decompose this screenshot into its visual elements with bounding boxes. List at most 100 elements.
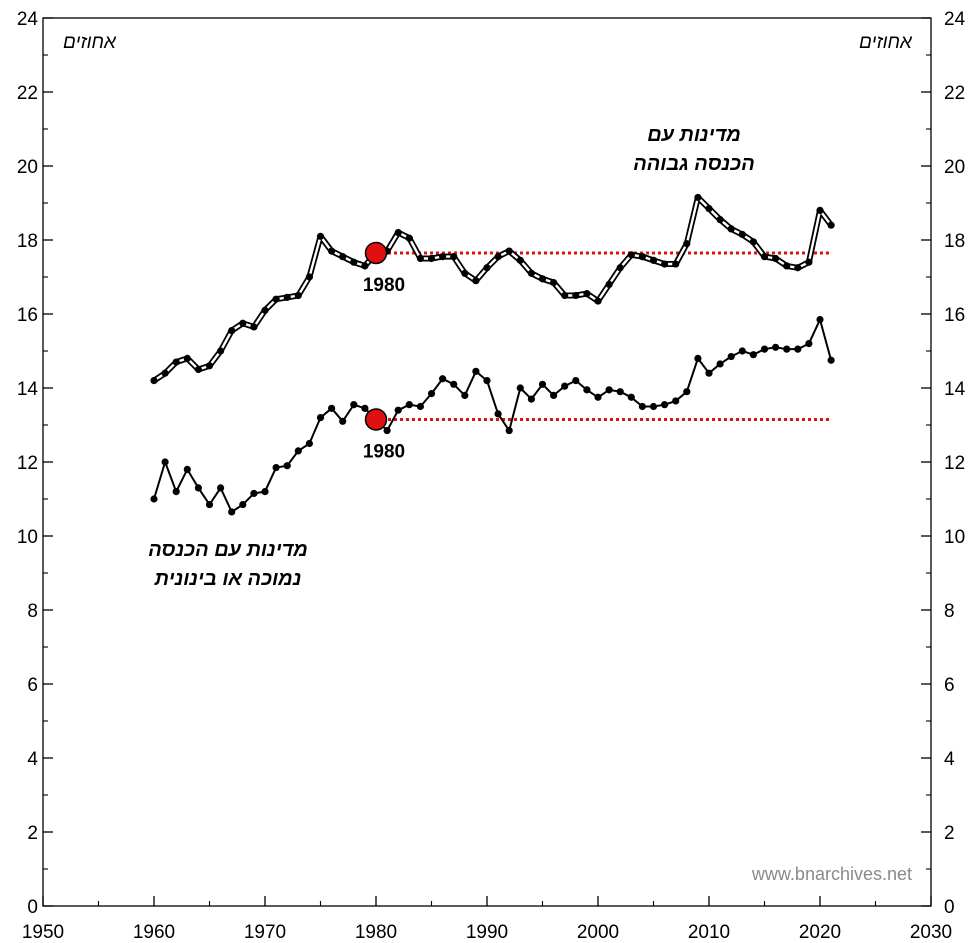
data-point [283, 462, 291, 470]
data-point [483, 264, 491, 272]
data-point [672, 397, 680, 405]
data-point [527, 395, 536, 403]
data-point [361, 262, 369, 270]
data-point [616, 264, 624, 272]
data-point [550, 391, 558, 399]
plot-frame [42, 17, 932, 907]
data-point [494, 253, 502, 261]
data-point [505, 426, 513, 435]
data-point [816, 315, 824, 324]
data-point [383, 426, 391, 435]
series-layer [150, 193, 835, 516]
data-point [150, 377, 158, 385]
data-point [416, 254, 424, 263]
data-point [350, 258, 358, 266]
series-label-high-income-line-2: הכנסה גבוהה [633, 153, 755, 175]
data-point [328, 404, 336, 412]
data-point [772, 343, 780, 351]
data-point [649, 402, 658, 411]
x-tick-label: 2030 [910, 922, 952, 943]
y-tick-label-left: 8 [27, 601, 38, 622]
x-tick-label: 1970 [244, 922, 286, 943]
data-point [450, 253, 458, 261]
watermark: www.bnarchives.net [751, 864, 912, 884]
data-point [572, 377, 580, 385]
data-point [261, 488, 269, 496]
data-point [205, 500, 214, 509]
data-point [661, 260, 669, 268]
data-point [783, 262, 791, 270]
data-point [394, 229, 402, 237]
data-point [150, 495, 158, 503]
data-point [283, 293, 291, 301]
data-point [816, 206, 824, 214]
y-tick-label-left: 18 [17, 231, 38, 252]
reference-lines [376, 251, 832, 421]
y-tick-label-left: 22 [17, 83, 38, 104]
y-tick-label-left: 20 [17, 157, 38, 178]
y-unit-right: אחוזים [859, 32, 913, 53]
data-point [805, 258, 813, 266]
data-point [727, 225, 735, 233]
data-point [827, 356, 835, 364]
y-tick-label-right: 24 [944, 9, 966, 30]
data-point [516, 256, 524, 264]
data-point [783, 345, 791, 353]
series-1 [150, 315, 835, 516]
data-point [461, 269, 469, 277]
y-tick-label-right: 22 [944, 83, 965, 104]
data-point [161, 458, 169, 466]
y-tick-label-right: 20 [944, 157, 965, 178]
data-point [572, 291, 580, 300]
data-point [294, 291, 302, 300]
data-point [638, 402, 647, 411]
data-point [705, 204, 713, 213]
data-point [538, 275, 547, 283]
y-tick-label-left: 14 [17, 379, 39, 400]
data-point [638, 253, 647, 261]
data-point [649, 256, 658, 264]
data-point [250, 489, 258, 498]
y-tick-label-right: 16 [944, 305, 965, 326]
x-tick-label: 2010 [688, 922, 730, 943]
data-point [772, 254, 780, 263]
data-point [483, 377, 491, 385]
data-point [161, 369, 169, 377]
series-label-low-income-line-1: מדינות עם הכנסה [148, 539, 308, 561]
data-point [550, 278, 558, 287]
data-point [427, 389, 436, 398]
data-point [672, 260, 680, 268]
data-point [405, 401, 413, 409]
data-point [205, 362, 214, 370]
y-tick-label-right: 4 [944, 749, 955, 770]
data-point [616, 388, 624, 396]
data-point [716, 216, 724, 224]
series-label-high-income-line-1: מדינות עם [647, 124, 741, 146]
data-point [749, 351, 758, 359]
data-point [760, 253, 769, 261]
y-tick-label-right: 6 [944, 675, 955, 696]
data-point [361, 404, 369, 412]
data-point [172, 358, 180, 366]
year-marker-circle [364, 408, 388, 431]
data-point [194, 365, 202, 374]
data-point [561, 291, 569, 300]
data-point [350, 401, 358, 409]
data-point [683, 388, 691, 396]
data-point [738, 347, 746, 355]
data-point [439, 375, 447, 383]
data-point [716, 360, 724, 368]
data-point [605, 386, 613, 394]
year-marker-label: 1980 [363, 441, 405, 462]
data-point [694, 193, 702, 202]
data-point [272, 463, 280, 472]
data-point [228, 327, 236, 335]
data-point [450, 380, 458, 388]
data-point [217, 484, 225, 492]
series-label-low-income-line-2: נמוכה או בינונית [154, 568, 302, 590]
y-tick-label-left: 10 [17, 527, 38, 548]
data-point [339, 417, 347, 425]
x-tick-label: 1980 [355, 922, 397, 943]
